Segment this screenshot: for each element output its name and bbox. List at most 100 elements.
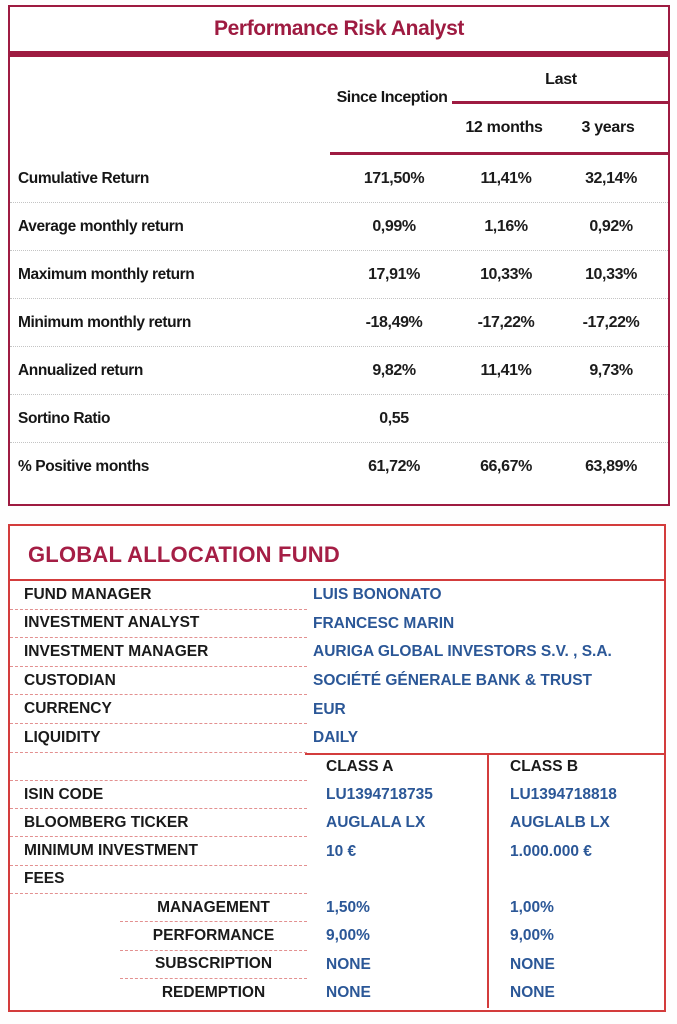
row-label: Minimum monthly return <box>18 313 191 331</box>
class-b-value: 9,00% <box>510 927 554 945</box>
table-row: PERFORMANCE 9,00% 9,00% <box>10 922 664 951</box>
class-row-label: ISIN CODE <box>10 781 307 810</box>
share-class-table: CLASS A CLASS B ISIN CODE LU1394718735 L… <box>10 752 664 1008</box>
header-underline <box>330 152 668 155</box>
value-12-months: -17,22% <box>477 313 535 331</box>
performance-table-title: Performance Risk Analyst <box>214 17 464 40</box>
value-since-inception: 0,55 <box>379 409 409 427</box>
class-b-header: CLASS B <box>510 757 579 775</box>
info-label: CURRENCY <box>10 695 307 724</box>
class-a-value: LU1394718735 <box>326 786 433 803</box>
column-header-last: Last <box>545 71 577 88</box>
row-label: Maximum monthly return <box>18 265 195 283</box>
column-header-12-months: 12 months <box>465 119 543 136</box>
list-item: INVESTMENT MANAGER AURIGA GLOBAL INVESTO… <box>10 638 664 667</box>
table-row: MINIMUM INVESTMENT 10 € 1.000.000 € <box>10 837 664 866</box>
info-value: EUR <box>313 700 346 718</box>
table-row: MANAGEMENT 1,50% 1,00% <box>10 894 664 923</box>
class-b-value: AUGLALB LX <box>510 814 610 832</box>
class-section-topline <box>305 752 664 755</box>
info-label: FUND MANAGER <box>10 581 307 610</box>
value-since-inception: 0,99% <box>372 217 416 235</box>
info-value: AURIGA GLOBAL INVESTORS S.V. , S.A. <box>313 643 612 661</box>
class-a-value: 1,50% <box>326 899 370 917</box>
class-row-label: REDEMPTION <box>161 984 266 1002</box>
row-label: % Positive months <box>18 457 150 475</box>
table-row: Maximum monthly return 17,91% 10,33% 10,… <box>10 251 668 299</box>
value-3-years: 63,89% <box>585 457 637 475</box>
info-label: CUSTODIAN <box>10 667 307 696</box>
info-label: INVESTMENT MANAGER <box>10 638 307 667</box>
table-row: Average monthly return 0,99% 1,16% 0,92% <box>10 203 668 251</box>
class-row-label: BLOOMBERG TICKER <box>10 809 307 838</box>
value-3-years: -17,22% <box>582 313 640 331</box>
value-3-years: 32,14% <box>585 169 637 187</box>
info-label: LIQUIDITY <box>10 724 307 753</box>
performance-table-header: Last Since Inception 12 months 3 years <box>10 57 668 155</box>
table-row: ISIN CODE LU1394718735 LU1394718818 <box>10 781 664 810</box>
title-divider <box>10 51 668 57</box>
info-value: LUIS BONONATO <box>313 586 442 604</box>
row-label: Average monthly return <box>18 217 184 235</box>
class-a-header: CLASS A <box>326 757 394 775</box>
list-item: LIQUIDITY DAILY <box>10 724 664 753</box>
table-row: BLOOMBERG TICKER AUGLALA LX AUGLALB LX <box>10 809 664 838</box>
performance-table-body: Cumulative Return 171,50% 11,41% 32,14% … <box>10 155 668 504</box>
class-row-label: FEES <box>10 866 307 895</box>
class-row-label: PERFORMANCE <box>120 922 307 951</box>
value-12-months: 10,33% <box>480 265 532 283</box>
list-item: CURRENCY EUR <box>10 695 664 724</box>
class-b-value: NONE <box>510 955 555 973</box>
value-3-years: 10,33% <box>585 265 637 283</box>
table-row: Cumulative Return 171,50% 11,41% 32,14% <box>10 155 668 203</box>
info-value: SOCIÉTÉ GÉNERALE BANK & TRUST <box>313 672 593 690</box>
list-item: INVESTMENT ANALYST FRANCESC MARIN <box>10 610 664 639</box>
value-3-years: 9,73% <box>589 361 633 379</box>
class-a-value: NONE <box>326 984 371 1002</box>
table-row: SUBSCRIPTION NONE NONE <box>10 951 664 979</box>
class-row-label: MANAGEMENT <box>120 894 307 923</box>
class-b-value: 1,00% <box>510 899 554 917</box>
class-row-label <box>10 753 307 781</box>
value-12-months: 66,67% <box>480 457 532 475</box>
fund-title: GLOBAL ALLOCATION FUND <box>10 526 664 581</box>
info-value: FRANCESC MARIN <box>313 614 455 632</box>
last-underline <box>452 101 668 104</box>
value-12-months: 11,41% <box>480 169 532 187</box>
class-a-value: 10 € <box>326 842 357 860</box>
table-row: Sortino Ratio 0,55 <box>10 395 668 443</box>
performance-risk-table: Performance Risk Analyst Last Since Ince… <box>8 5 670 506</box>
class-a-value: AUGLALA LX <box>326 814 426 832</box>
row-label: Cumulative Return <box>18 169 149 187</box>
table-row: % Positive months 61,72% 66,67% 63,89% <box>10 443 668 490</box>
table-row: CLASS A CLASS B <box>10 753 664 781</box>
value-since-inception: 171,50% <box>363 169 425 187</box>
class-row-label: SUBSCRIPTION <box>120 951 307 979</box>
class-b-value: LU1394718818 <box>510 786 617 803</box>
row-label: Annualized return <box>18 361 143 379</box>
table-row: FEES <box>10 866 664 895</box>
class-b-value: 1.000.000 € <box>510 842 592 860</box>
fund-info-box: GLOBAL ALLOCATION FUND FUND MANAGER LUIS… <box>8 524 666 1012</box>
info-label: INVESTMENT ANALYST <box>10 610 307 639</box>
column-header-since-inception: Since Inception <box>336 89 448 106</box>
class-a-value: 9,00% <box>326 927 370 945</box>
value-3-years: 0,92% <box>589 217 633 235</box>
value-12-months: 11,41% <box>480 361 532 379</box>
info-value: DAILY <box>313 729 359 747</box>
class-a-value: NONE <box>326 955 371 973</box>
value-since-inception: 17,91% <box>368 265 420 283</box>
list-item: FUND MANAGER LUIS BONONATO <box>10 581 664 610</box>
table-row: REDEMPTION NONE NONE <box>10 979 664 1007</box>
value-since-inception: 61,72% <box>368 457 420 475</box>
value-since-inception: 9,82% <box>372 361 416 379</box>
class-row-label: MINIMUM INVESTMENT <box>10 837 307 866</box>
class-column-divider <box>487 752 489 1008</box>
value-12-months: 1,16% <box>484 217 528 235</box>
value-since-inception: -18,49% <box>365 313 423 331</box>
row-label: Sortino Ratio <box>18 409 111 427</box>
list-item: CUSTODIAN SOCIÉTÉ GÉNERALE BANK & TRUST <box>10 667 664 696</box>
column-header-3-years: 3 years <box>581 119 635 136</box>
fund-info-rows: FUND MANAGER LUIS BONONATO INVESTMENT AN… <box>10 581 664 753</box>
class-b-value: NONE <box>510 984 555 1002</box>
